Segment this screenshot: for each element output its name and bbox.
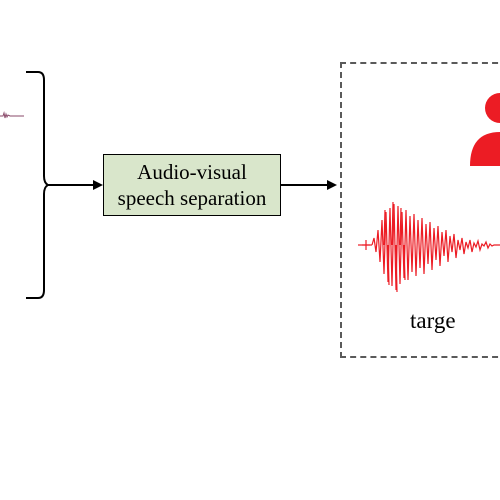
diagram-canvas: Audio-visual speech separation targe — [0, 0, 500, 500]
output-waveform — [358, 190, 500, 300]
arrow-input-to-box — [47, 178, 103, 192]
person-icon — [460, 88, 500, 166]
input-waveform-fragment — [0, 108, 24, 124]
output-caption: targe — [410, 308, 456, 334]
input-bracket — [26, 70, 48, 300]
process-box: Audio-visual speech separation — [103, 154, 281, 216]
process-box-label: Audio-visual speech separation — [118, 159, 267, 212]
arrow-box-to-output — [281, 178, 337, 192]
